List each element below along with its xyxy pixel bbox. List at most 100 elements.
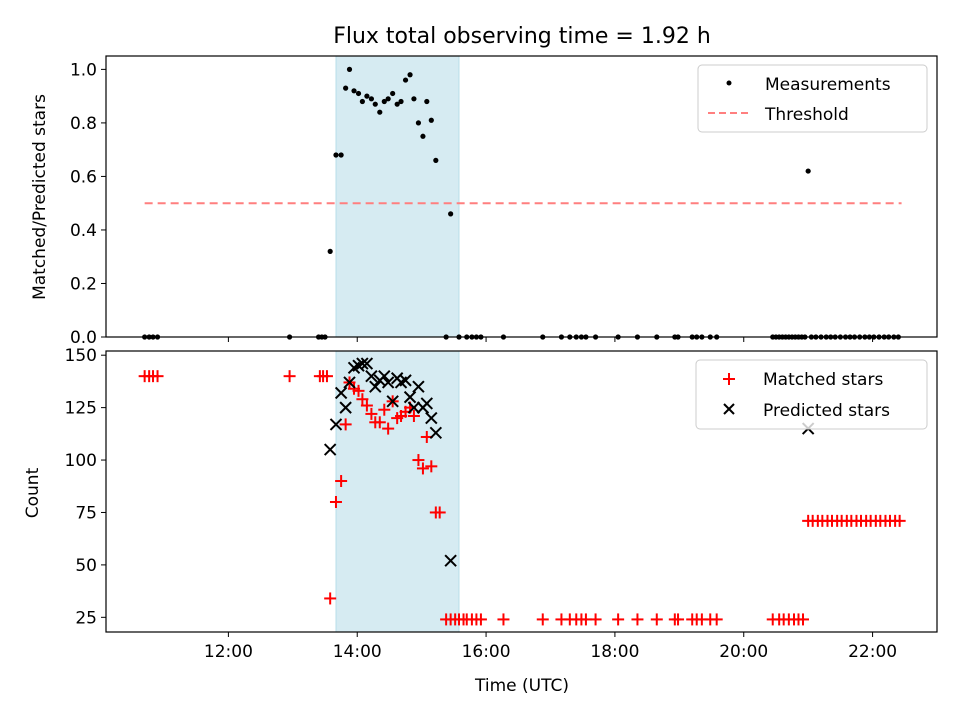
top-legend-box [697, 64, 928, 133]
measurements-point [398, 98, 404, 105]
figure-title: Flux total observing time = 1.92 h [333, 24, 711, 49]
bottom-y-axis-label: Count [23, 467, 43, 518]
measurements-point [407, 72, 413, 78]
matched-stars-point [797, 613, 810, 626]
bottom-frame [105, 350, 938, 633]
x-tick-label: 12:00 [204, 642, 253, 662]
legend-measurements-marker [726, 80, 732, 86]
predicted-stars-point [343, 376, 356, 389]
bottom-y-tick-label: 150 [65, 346, 97, 366]
matched-stars-point [710, 613, 723, 626]
x-tick-label: 22:00 [848, 642, 897, 662]
bottom-legend-box [695, 359, 928, 430]
bottom-legend: Matched stars Predicted stars [695, 359, 928, 430]
x-tick-label: 16:00 [462, 642, 511, 662]
matched-stars-point [893, 514, 906, 527]
measurements-point [805, 168, 811, 174]
measurements-point [368, 96, 375, 102]
measurements-point [333, 152, 339, 158]
matched-stars-point [339, 418, 352, 431]
matched-stars-point [474, 613, 487, 626]
matched-stars-point [329, 495, 342, 508]
x-tick-label: 18:00 [590, 642, 639, 662]
legend-measurements-label: Measurements [765, 75, 891, 95]
predicted-stars-point [369, 380, 382, 393]
predicted-stars-point [407, 401, 421, 414]
matched-stars-point [352, 384, 365, 397]
predicted-stars-point [365, 369, 378, 383]
legend-threshold-label: Threshold [764, 105, 849, 125]
measurements-point [351, 88, 357, 94]
matched-stars-point [335, 475, 348, 488]
measurements-point [327, 248, 333, 254]
measurements-point [364, 93, 370, 99]
top-frame [105, 55, 938, 338]
matched-stars-point [324, 592, 337, 605]
predicted-stars-point [403, 390, 417, 404]
measurements-point [448, 211, 454, 217]
predicted-stars-point [386, 395, 399, 408]
measurements-point [420, 133, 426, 139]
predicted-stars-point [378, 369, 391, 383]
predicted-stars-point [412, 380, 425, 393]
predicted-stars-point [381, 376, 395, 389]
measurements-point [390, 90, 396, 97]
x-tick-label: 14:00 [333, 642, 382, 662]
predicted-stars-point [399, 374, 412, 387]
matched-stars-point [382, 422, 395, 435]
bottom-y-tick-label: 100 [65, 451, 97, 471]
top-panel: 0.0 0.2 0.4 0.6 0.8 1.0 Matched/Predicted sta… [30, 55, 938, 348]
measurements-point [433, 157, 439, 163]
top-legend: Measurements Threshold [697, 64, 928, 133]
matched-stars-point [425, 460, 438, 473]
predicted-stars-point [420, 397, 434, 410]
matched-stars-point [672, 613, 685, 626]
legend-matched-label: Matched stars [763, 370, 883, 390]
measurements-point [372, 101, 378, 107]
bottom-data-marks [138, 357, 906, 626]
measurements-point [402, 77, 409, 83]
bottom-y-tick-label: 125 [65, 399, 97, 419]
bottom-y-tick-label: 75 [75, 503, 97, 523]
matched-stars-point [320, 370, 333, 383]
measurements-point [346, 66, 353, 72]
matched-stars-point [356, 393, 369, 406]
predicted-stars-point [339, 401, 352, 414]
measurements-point [385, 96, 391, 102]
top-y-tick-label: 0.0 [70, 328, 97, 348]
matched-stars-point [365, 407, 378, 420]
predicted-stars-point [356, 357, 369, 370]
matched-stars-point [378, 403, 391, 416]
top-y-tick-label: 1.0 [70, 60, 97, 80]
bottom-y-tick-label: 25 [75, 608, 97, 628]
matched-stars-point [433, 506, 446, 519]
x-axis-label: Time (UTC) [474, 676, 569, 696]
measurements-point [428, 117, 434, 123]
predicted-stars-point [429, 426, 443, 439]
matched-stars-point [151, 370, 164, 383]
top-observing-span [335, 55, 460, 338]
measurements-point [424, 98, 430, 105]
top-y-tick-label: 0.4 [70, 221, 97, 241]
top-shaded-span [335, 55, 460, 338]
legend-predicted-marker [723, 403, 735, 415]
matched-stars-point [283, 370, 296, 383]
predicted-stars-point [444, 554, 457, 567]
predicted-stars-point [329, 418, 343, 431]
top-x-ticks [227, 337, 874, 342]
matched-stars-point [612, 613, 625, 626]
measurements-point [377, 109, 383, 115]
top-y-tick-label: 0.6 [70, 167, 97, 187]
measurements-point [394, 101, 400, 107]
measurements-point [355, 90, 362, 97]
matched-stars-point [650, 613, 663, 626]
matched-stars-point [631, 613, 644, 626]
matched-stars-point [497, 613, 510, 626]
matched-stars-point [360, 399, 373, 412]
matched-stars-point [589, 613, 602, 626]
measurements-point [381, 98, 387, 105]
matched-stars-point [373, 416, 386, 429]
predicted-stars-point [360, 357, 374, 370]
